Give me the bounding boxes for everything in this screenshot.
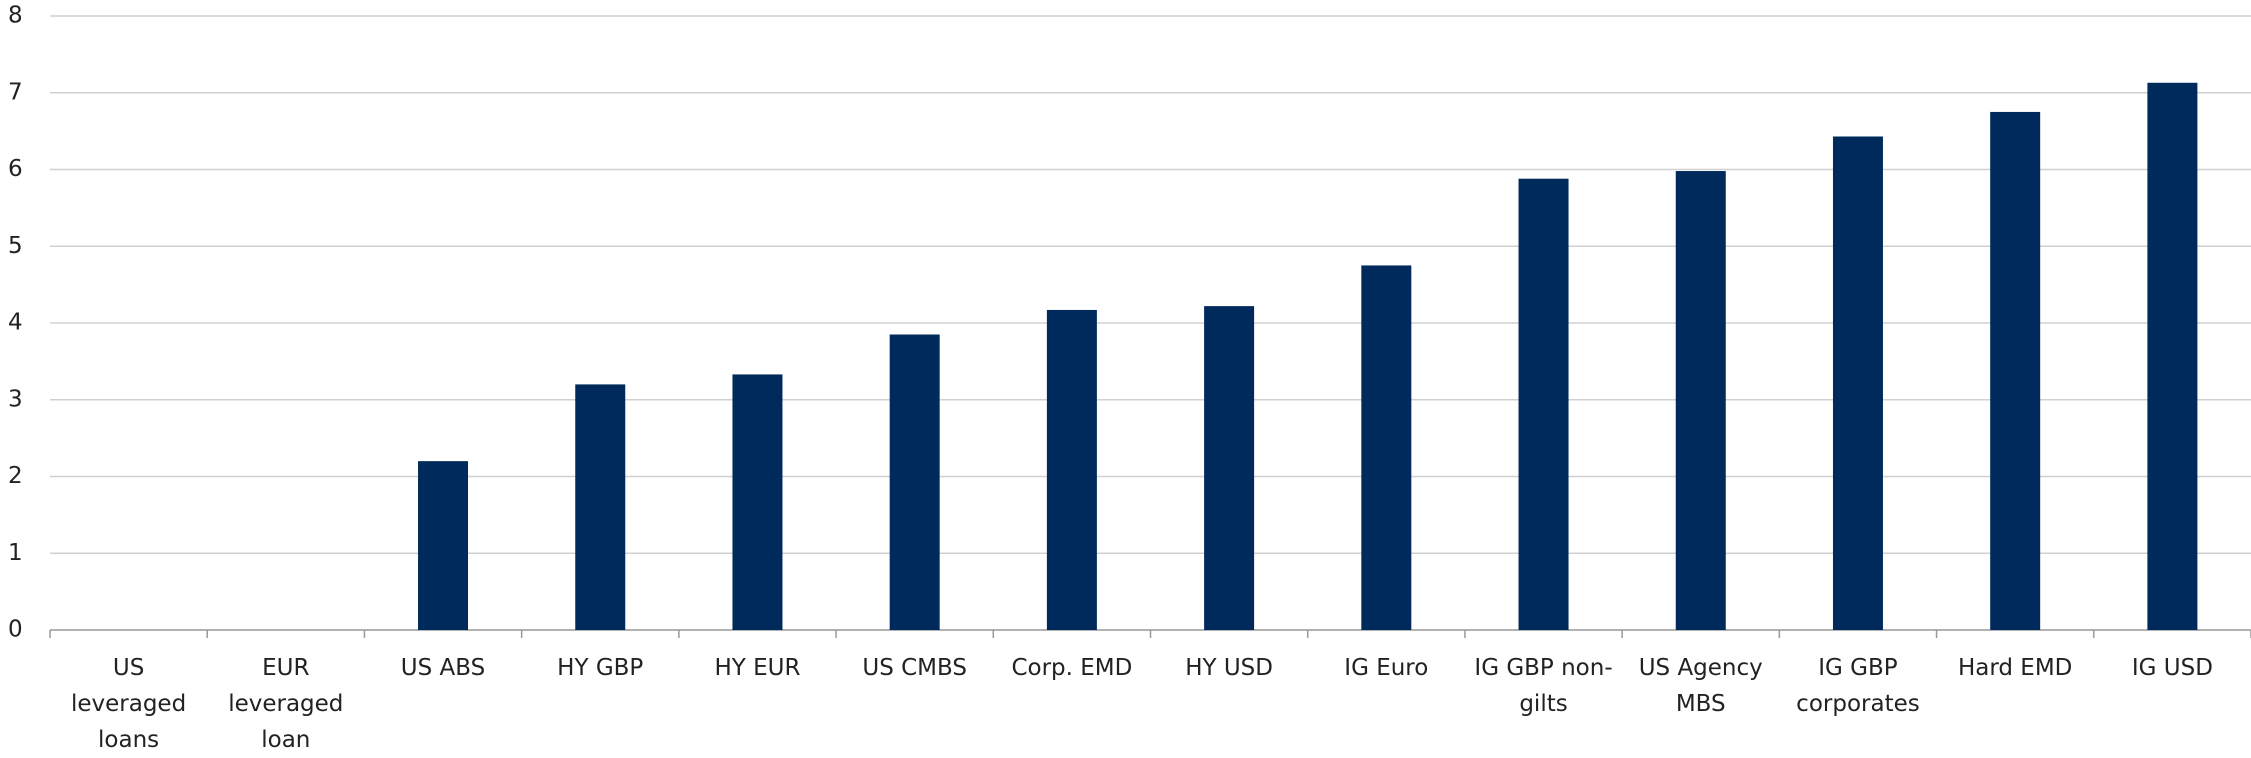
bar [2147, 82, 2198, 630]
bar [1046, 309, 1097, 630]
x-tick-label: IG USD [2131, 655, 2213, 681]
y-tick-label: 8 [8, 3, 23, 29]
bar [418, 461, 469, 630]
x-tick-label: HY EUR [714, 655, 801, 681]
bar [1990, 111, 2041, 630]
y-tick-label: 6 [8, 156, 23, 182]
y-tick-label: 4 [8, 310, 23, 336]
x-tick-label: IG Euro [1344, 655, 1429, 681]
x-tick-label: US Agency MBS [1638, 655, 1763, 717]
x-tick-label: HY GBP [557, 655, 644, 681]
bar [889, 334, 940, 630]
bar [1832, 136, 1883, 630]
y-tick-label: 2 [8, 463, 23, 489]
y-tick-label: 5 [8, 233, 23, 259]
bar [1675, 171, 1726, 630]
bar [575, 384, 626, 630]
x-tick-label: US ABS [400, 655, 486, 681]
bar [1204, 306, 1255, 630]
y-tick-label: 1 [8, 540, 23, 566]
x-tick-label: Corp. EMD [1011, 655, 1133, 681]
bar [1361, 265, 1412, 630]
y-tick-label: 3 [8, 386, 23, 412]
x-tick-label: IG GBP corporates [1796, 655, 1920, 717]
x-tick-label: EUR leveraged loan [228, 655, 344, 753]
y-tick-label: 0 [8, 617, 23, 643]
x-tick-label: Hard EMD [1957, 655, 2073, 681]
x-tick-label: HY USD [1185, 655, 1273, 681]
bar [732, 374, 783, 630]
x-tick-label: US CMBS [862, 655, 967, 681]
x-tick-label: IG GBP non-gilts [1474, 655, 1613, 717]
y-tick-label: 7 [8, 79, 23, 105]
bar [1518, 178, 1569, 630]
x-tick-label: US leveraged loans [70, 655, 187, 753]
